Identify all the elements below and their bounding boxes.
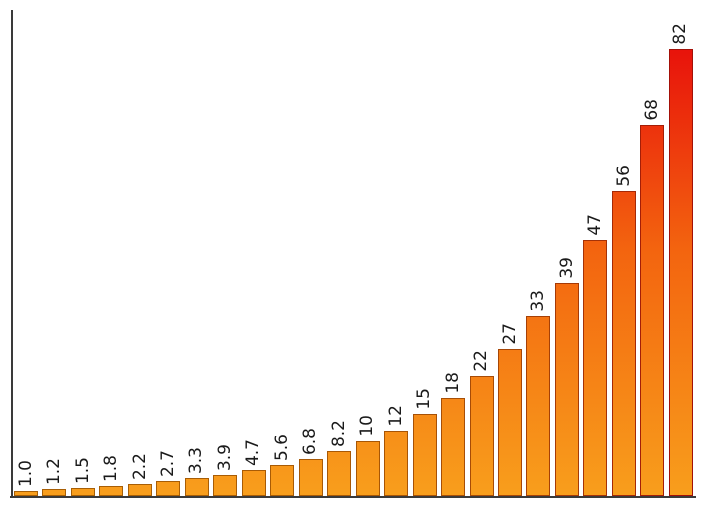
bar xyxy=(213,475,238,496)
bar xyxy=(270,465,295,496)
bar xyxy=(42,489,67,496)
bar-value-label: 33 xyxy=(528,290,549,312)
bars-row: 1.0 1.2 1.5 1.8 2.2 2.7 3.3 3.9 4.7 5.6 6.8 8.2 10 12… xyxy=(14,10,693,496)
bar-value-label: 82 xyxy=(670,23,691,45)
bar-group: 82 xyxy=(668,10,693,496)
bar-value-label: 27 xyxy=(499,323,520,345)
bar-group: 47 xyxy=(583,10,608,496)
bar-group: 3.3 xyxy=(184,10,209,496)
bar-group: 2.2 xyxy=(127,10,152,496)
bar xyxy=(526,316,551,496)
bar-group: 8.2 xyxy=(327,10,352,496)
bar-group: 18 xyxy=(441,10,466,496)
bar-group: 1.2 xyxy=(42,10,67,496)
bar-group: 1.5 xyxy=(70,10,95,496)
bar xyxy=(99,486,124,496)
bar-value-label: 3.9 xyxy=(214,443,235,471)
bar-group: 15 xyxy=(412,10,437,496)
bar-group: 5.6 xyxy=(270,10,295,496)
bar-value-label: 22 xyxy=(471,350,492,372)
bar xyxy=(14,491,38,496)
bar-value-label: 68 xyxy=(641,99,662,121)
bar-value-label: 2.2 xyxy=(129,452,150,480)
bar xyxy=(668,49,693,496)
bar-group: 27 xyxy=(497,10,522,496)
bar-value-label: 1.2 xyxy=(44,457,65,485)
bar-value-label: 1.8 xyxy=(101,454,122,482)
bar-value-label: 56 xyxy=(613,165,634,187)
bar xyxy=(611,191,636,496)
bar-group: 1.0 xyxy=(14,10,38,496)
bar-group: 10 xyxy=(355,10,380,496)
bar xyxy=(497,349,522,496)
bar-group: 2.7 xyxy=(156,10,181,496)
bar-group: 33 xyxy=(526,10,551,496)
bar xyxy=(298,459,323,496)
bar xyxy=(127,484,152,496)
bar xyxy=(241,470,266,496)
bar xyxy=(327,451,352,496)
bar-group: 1.8 xyxy=(99,10,124,496)
bar xyxy=(355,441,380,496)
bar-value-label: 3.3 xyxy=(186,446,207,474)
bar xyxy=(441,398,466,496)
bar-group: 12 xyxy=(384,10,409,496)
bar-group: 68 xyxy=(640,10,665,496)
bar-value-label: 15 xyxy=(414,388,435,410)
y-axis xyxy=(11,10,13,498)
bar-value-label: 1.0 xyxy=(15,459,36,487)
bar-value-label: 4.7 xyxy=(243,438,264,466)
bar-value-label: 6.8 xyxy=(300,427,321,455)
bar-value-label: 5.6 xyxy=(271,433,292,461)
bar-value-label: 8.2 xyxy=(328,419,349,447)
x-axis xyxy=(10,496,696,498)
bar xyxy=(583,240,608,496)
bar-group: 4.7 xyxy=(241,10,266,496)
bar-value-label: 10 xyxy=(357,415,378,437)
bar-value-label: 18 xyxy=(442,372,463,394)
bar-value-label: 1.5 xyxy=(72,456,93,484)
bar xyxy=(412,414,437,496)
bar-group: 22 xyxy=(469,10,494,496)
bar-value-label: 12 xyxy=(385,405,406,427)
bar xyxy=(184,478,209,496)
bar-group: 56 xyxy=(611,10,636,496)
bar xyxy=(384,431,409,496)
bar-group: 6.8 xyxy=(298,10,323,496)
bar-value-label: 47 xyxy=(585,214,606,236)
bar-value-label: 2.7 xyxy=(158,449,178,477)
bar xyxy=(640,125,665,496)
bar xyxy=(469,376,494,496)
bar xyxy=(70,488,95,496)
bar-group: 39 xyxy=(554,10,579,496)
bar-value-label: 39 xyxy=(556,257,577,279)
bar-group: 3.9 xyxy=(213,10,238,496)
bar xyxy=(156,481,181,496)
bar xyxy=(554,283,579,496)
